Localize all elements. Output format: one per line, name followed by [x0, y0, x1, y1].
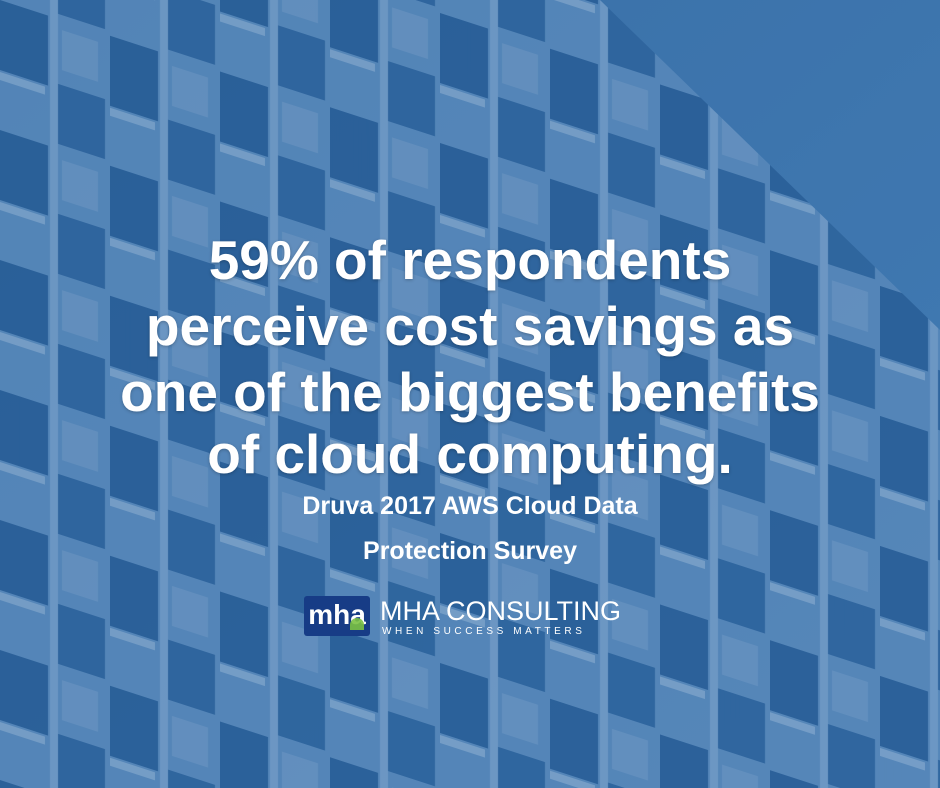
headline-line: of cloud computing.	[207, 423, 733, 485]
headline-line: perceive cost savings as	[145, 295, 795, 357]
source-line: Protection Survey	[363, 537, 577, 565]
source-line: Druva 2017 AWS Cloud Data	[302, 492, 638, 520]
logo-name: MHA CONSULTING	[380, 596, 622, 626]
logo-mark: mha	[304, 596, 370, 636]
logo-tagline: WHEN SUCCESS MATTERS	[382, 626, 586, 637]
headline-line: one of the biggest benefits	[120, 361, 820, 423]
headline-line: 59% of respondents	[208, 229, 732, 291]
